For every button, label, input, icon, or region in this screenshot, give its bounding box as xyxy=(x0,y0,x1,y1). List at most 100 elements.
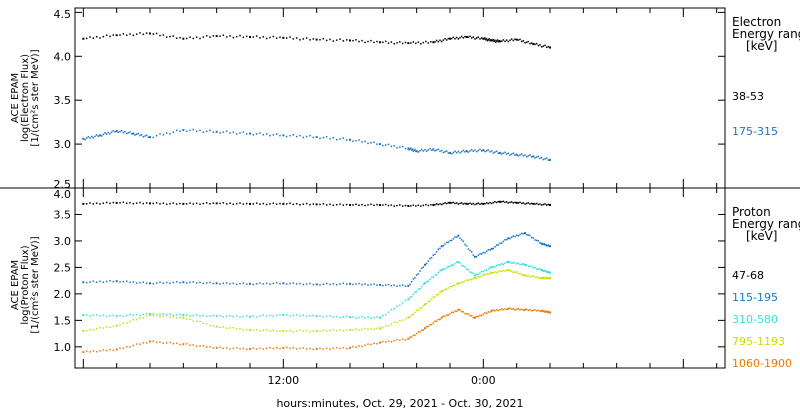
electron-data-point xyxy=(292,38,295,40)
electron-data-point xyxy=(225,130,228,133)
proton-data-point xyxy=(396,305,398,308)
proton-data-point xyxy=(434,296,436,298)
proton-data-point xyxy=(299,282,301,285)
proton-ylabel-line2: log(Proton Flux) xyxy=(20,245,31,324)
proton-data-point xyxy=(469,202,471,204)
proton-data-point xyxy=(440,269,443,272)
proton-data-point xyxy=(312,314,315,317)
proton-data-point xyxy=(235,315,238,317)
proton-data-point xyxy=(265,315,268,317)
proton-data-point xyxy=(514,201,516,204)
proton-data-point xyxy=(315,315,318,318)
electron-data-point xyxy=(215,130,218,133)
proton-data-point xyxy=(524,232,526,234)
proton-data-point xyxy=(215,315,218,318)
proton-data-point xyxy=(376,343,378,345)
proton-data-point xyxy=(212,347,215,349)
electron-data-point xyxy=(497,152,500,154)
proton-data-point xyxy=(89,328,91,331)
proton-data-point xyxy=(485,269,488,272)
proton-data-point xyxy=(447,314,450,316)
proton-data-point xyxy=(547,203,550,206)
proton-data-point xyxy=(407,205,410,207)
proton-data-point xyxy=(545,245,548,247)
electron-data-point xyxy=(87,135,90,138)
electron-data-point xyxy=(530,42,533,44)
proton-data-point xyxy=(367,284,369,286)
proton-data-point xyxy=(542,203,545,206)
proton-data-point xyxy=(440,203,443,206)
proton-data-point xyxy=(109,326,111,329)
electron-data-point xyxy=(175,129,178,132)
proton-data-point xyxy=(464,202,466,205)
electron-data-point xyxy=(459,36,461,39)
electron-data-point xyxy=(112,34,115,36)
proton-data-point xyxy=(460,264,463,267)
proton-data-point xyxy=(282,314,285,317)
proton-data-point xyxy=(125,202,128,205)
electron-data-point xyxy=(460,150,463,153)
electron-data-point xyxy=(490,150,493,152)
electron-data-point xyxy=(142,33,145,36)
electron-data-point xyxy=(482,37,485,40)
proton-data-point xyxy=(530,310,533,312)
electron-data-point xyxy=(529,42,531,45)
proton-data-point xyxy=(393,321,395,324)
electron-data-point xyxy=(412,150,415,152)
proton-series-795-1193 xyxy=(82,269,551,333)
proton-data-point xyxy=(295,348,298,350)
proton-data-point xyxy=(149,313,151,315)
electron-series-38-53 xyxy=(82,32,551,49)
electron-data-point xyxy=(524,154,526,156)
proton-data-point xyxy=(547,244,550,246)
proton-data-point xyxy=(417,288,420,291)
proton-data-point xyxy=(435,203,438,205)
electron-data-point xyxy=(465,150,468,153)
proton-data-point xyxy=(549,277,551,279)
electron-data-point xyxy=(165,36,168,38)
electron-data-point xyxy=(540,46,543,48)
proton-data-point xyxy=(447,241,450,244)
proton-data-point xyxy=(512,202,515,204)
proton-data-point xyxy=(269,203,271,205)
proton-data-point xyxy=(299,204,301,206)
proton-data-point xyxy=(92,203,95,205)
electron-data-point xyxy=(475,150,478,153)
proton-data-point xyxy=(179,316,181,319)
electron-data-point xyxy=(272,134,275,136)
x-tick-label: 12:00 xyxy=(267,374,299,387)
electron-data-point xyxy=(535,156,538,158)
electron-data-point xyxy=(522,40,525,42)
proton-data-point xyxy=(439,318,441,321)
proton-data-point xyxy=(349,203,351,206)
proton-data-point xyxy=(459,202,461,205)
proton-data-point xyxy=(361,345,363,348)
electron-data-point xyxy=(384,144,387,146)
proton-data-point xyxy=(279,313,281,316)
proton-data-point xyxy=(475,255,478,258)
proton-data-point xyxy=(225,282,228,284)
proton-data-point xyxy=(510,262,513,265)
proton-data-point xyxy=(490,247,493,250)
electron-data-point xyxy=(82,37,85,40)
electron-data-point xyxy=(132,34,135,37)
proton-data-point xyxy=(159,315,161,318)
electron-data-point xyxy=(514,154,516,156)
electron-data-point xyxy=(425,40,427,43)
proton-data-point xyxy=(229,283,231,285)
proton-data-point xyxy=(295,314,298,316)
proton-legend-entry-310-580: 310-580 xyxy=(732,313,778,326)
electron-data-point xyxy=(435,149,438,151)
electron-data-point xyxy=(494,151,496,153)
electron-data-point xyxy=(465,35,468,38)
proton-data-point xyxy=(212,282,215,285)
electron-data-point xyxy=(149,136,151,139)
proton-data-point xyxy=(202,282,205,285)
proton-data-point xyxy=(462,203,465,205)
electron-data-point xyxy=(547,45,550,48)
electron-data-point xyxy=(507,40,510,43)
proton-data-point xyxy=(335,346,338,349)
electron-data-point xyxy=(422,150,425,152)
proton-data-point xyxy=(269,346,271,349)
electron-data-point xyxy=(222,34,225,36)
